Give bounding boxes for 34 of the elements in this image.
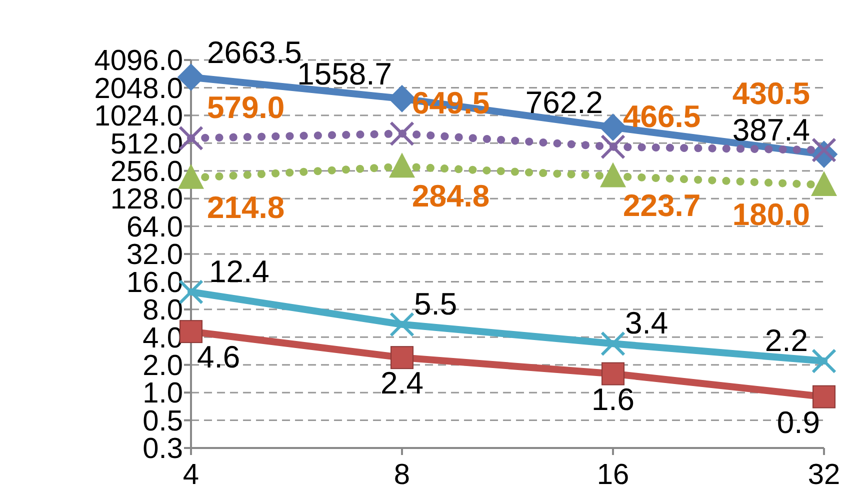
data-label: 0.9 (776, 404, 820, 440)
point (390, 312, 414, 337)
data-label: 5.5 (414, 286, 458, 322)
point (812, 385, 836, 408)
data-label: 284.8 (412, 178, 490, 214)
x-tick-label: 32 (808, 459, 840, 491)
data-label: 2.2 (764, 323, 808, 358)
point (389, 152, 415, 178)
point (812, 138, 836, 163)
point (390, 121, 414, 146)
point (602, 362, 624, 386)
data-label: 762.2 (525, 85, 603, 120)
point (811, 170, 837, 196)
x-tick-label: 4 (182, 459, 200, 491)
data-label: 3.4 (625, 306, 668, 341)
point (812, 348, 836, 374)
data-label: 387.4 (732, 112, 810, 148)
point (600, 134, 626, 160)
point (600, 331, 626, 356)
data-label: 2.4 (380, 366, 424, 401)
data-label: 579.0 (207, 90, 285, 126)
point (180, 320, 202, 344)
data-label: 430.5 (732, 76, 810, 112)
point (600, 162, 626, 188)
x-tick-label: 8 (394, 459, 410, 491)
data-label: 466.5 (623, 98, 701, 134)
point (390, 346, 414, 370)
data-label: 180.0 (732, 196, 810, 232)
data-label: 1.6 (591, 382, 635, 417)
data-label: 4.6 (197, 340, 240, 375)
data-label: 214.8 (207, 190, 285, 225)
data-label: 12.4 (209, 254, 270, 289)
data-label: 223.7 (623, 188, 701, 224)
x-tick-label: 16 (596, 459, 630, 491)
